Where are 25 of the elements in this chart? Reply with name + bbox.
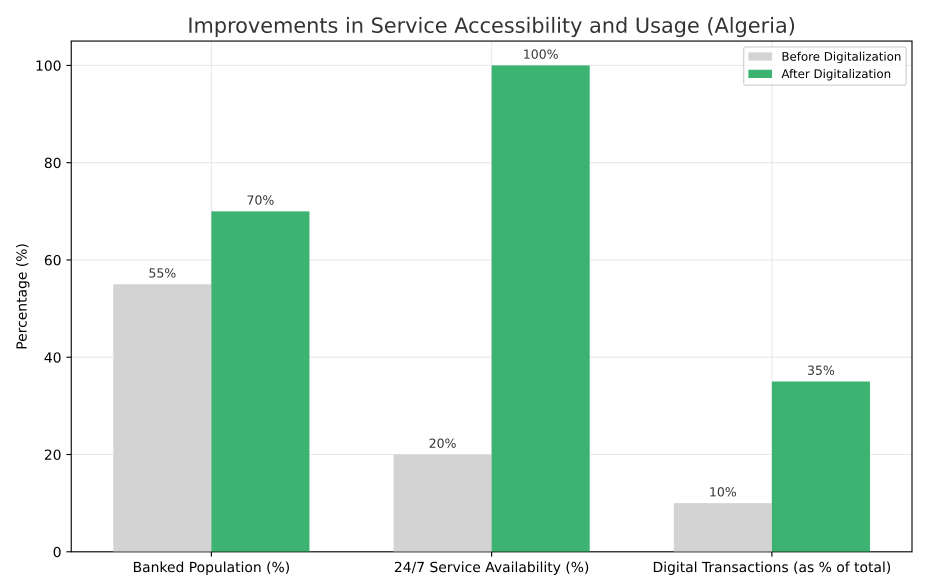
bar [211, 211, 310, 552]
bar [772, 382, 870, 552]
data-label: 70% [248, 195, 274, 205]
data-label: 100% [524, 49, 558, 59]
y-axis-title: Percentage (%) [16, 244, 30, 348]
x-tick-label: Digital Transactions (as % of total) [654, 562, 890, 575]
bar [492, 65, 590, 552]
y-tick-label: 0 [54, 546, 61, 558]
x-tick-label: 24/7 Service Availability (%) [394, 562, 588, 575]
y-tick-label: 80 [44, 158, 61, 168]
data-label: 10% [710, 487, 736, 497]
data-label: 55% [149, 268, 176, 278]
y-tick-label: 40 [44, 352, 61, 363]
chart-title: Improvements in Service Accessibility and Usage (Algeria) [189, 16, 794, 38]
bar [674, 503, 772, 552]
x-tick-label: Banked Population (%) [134, 562, 289, 575]
bar [113, 284, 212, 552]
y-tick-label: 60 [44, 254, 61, 266]
data-label: 20% [430, 438, 456, 448]
legend-label: After Digitalization [782, 69, 890, 80]
y-tick-label: 20 [44, 449, 61, 460]
data-label: 35% [808, 366, 834, 375]
legend-label: Before Digitalization [782, 52, 900, 64]
y-tick-label: 100 [36, 60, 61, 71]
bar [394, 454, 492, 552]
